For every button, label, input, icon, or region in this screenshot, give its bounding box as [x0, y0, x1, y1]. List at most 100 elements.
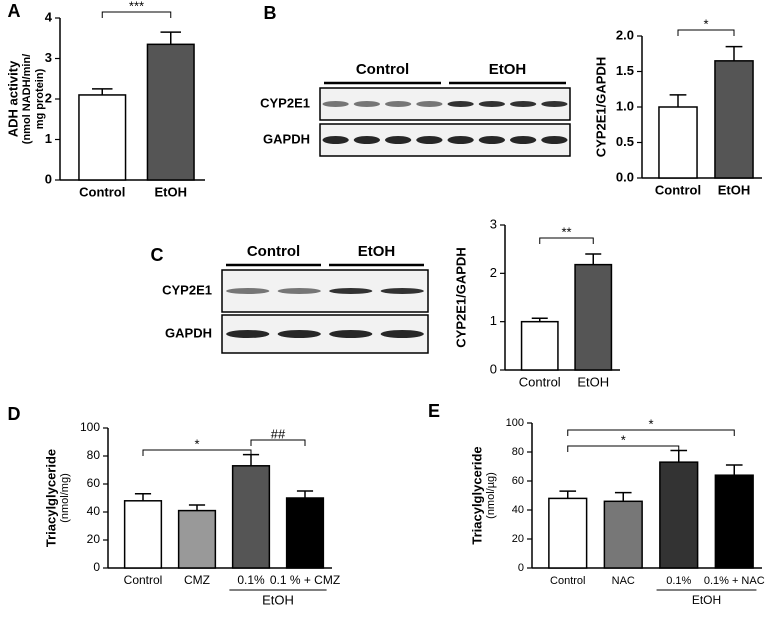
y-axis-label: ADH activity: [5, 60, 20, 137]
significance-label: ***: [129, 0, 144, 13]
blot-band: [380, 288, 424, 294]
y-tick-label: 0: [490, 361, 497, 376]
panel-letter: A: [8, 1, 21, 21]
y-tick-label: 0: [518, 562, 524, 574]
blot-group-label: EtOH: [489, 61, 527, 78]
panel-letter: C: [151, 245, 164, 265]
y-tick-label: 3: [45, 50, 52, 65]
y-tick-label: 2: [45, 90, 52, 105]
significance-label: *: [621, 432, 626, 447]
blot-band: [510, 136, 537, 144]
blot-band: [353, 101, 380, 107]
significance-label: *: [703, 16, 708, 31]
blot-band: [322, 101, 349, 107]
significance-label: ##: [271, 426, 286, 441]
group-label: EtOH: [692, 593, 721, 607]
blot-band: [416, 101, 443, 107]
x-tick-label: 0.1%: [666, 575, 691, 587]
blot-band: [277, 288, 321, 294]
y-tick-label: 0: [45, 171, 52, 186]
y-tick-label: 100: [506, 417, 524, 429]
blot-band: [385, 101, 412, 107]
blot-row-label: CYP2E1: [260, 95, 310, 110]
blot-band: [353, 136, 380, 144]
x-tick-label: NAC: [612, 575, 635, 587]
x-tick-label: Control: [79, 184, 125, 199]
y-axis-label: mg protein): [34, 68, 46, 129]
y-tick-label: 3: [490, 216, 497, 231]
y-tick-label: 20: [512, 533, 524, 545]
y-axis-label: Triacylglyceride: [43, 449, 58, 547]
y-axis-label: CYP2E1/GAPDH: [453, 247, 468, 347]
y-tick-label: 4: [45, 9, 53, 24]
significance-bracket: [567, 429, 735, 436]
blot-group-label: Control: [356, 61, 409, 78]
bar: [548, 497, 588, 569]
blot-band: [380, 330, 424, 338]
y-tick-label: 0.5: [616, 134, 634, 149]
blot-row-label: GAPDH: [263, 131, 310, 146]
x-tick-label: EtOH: [155, 184, 188, 199]
blot-row-label: CYP2E1: [162, 282, 212, 297]
y-tick-label: 40: [87, 504, 101, 518]
blot-band: [416, 136, 443, 144]
bar: [146, 43, 195, 181]
y-tick-label: 0.0: [616, 169, 634, 184]
blot-band: [478, 136, 505, 144]
y-axis-label: CYP2E1/GAPDH: [593, 57, 608, 157]
blot-band: [447, 136, 474, 144]
significance-bracket: [101, 11, 172, 18]
y-tick-label: 1.0: [616, 98, 634, 113]
x-tick-label: Control: [124, 573, 163, 587]
bar: [177, 509, 217, 569]
significance-bracket: [677, 29, 735, 36]
y-axis-label: (nmol/mg): [59, 473, 71, 523]
x-tick-label: Control: [519, 374, 561, 389]
bar: [285, 497, 325, 569]
y-tick-label: 1: [490, 313, 497, 328]
x-tick-label: 0.1%: [237, 573, 265, 587]
significance-bracket: [567, 445, 680, 452]
blot-band: [329, 288, 373, 294]
y-tick-label: 40: [512, 504, 524, 516]
y-tick-label: 20: [87, 532, 101, 546]
panel-letter: E: [428, 401, 440, 421]
panel-letter: B: [264, 3, 277, 23]
x-tick-label: Control: [550, 575, 585, 587]
blot-group-label: Control: [247, 243, 300, 260]
x-tick-label: Control: [655, 182, 701, 197]
significance-bracket: [250, 439, 306, 446]
group-label: EtOH: [262, 592, 294, 607]
blot-band: [478, 101, 505, 107]
blot-band: [322, 136, 349, 144]
bar: [231, 465, 271, 569]
blot-band: [385, 136, 412, 144]
blot-band: [277, 330, 321, 338]
x-tick-label: EtOH: [718, 182, 751, 197]
blot-band: [510, 101, 537, 107]
panel-letter: D: [8, 404, 21, 424]
bar: [603, 500, 643, 569]
y-axis-label: Triacylglyceride: [469, 446, 484, 544]
blot-band: [226, 330, 270, 338]
y-tick-label: 1.5: [616, 63, 634, 78]
bar: [123, 500, 163, 569]
y-tick-label: 80: [512, 446, 524, 458]
y-tick-label: 60: [87, 476, 101, 490]
bar: [520, 320, 559, 371]
significance-label: *: [194, 436, 199, 451]
bar: [714, 60, 754, 179]
blot-band: [541, 101, 568, 107]
bar: [659, 461, 699, 569]
blot-row-label: GAPDH: [165, 325, 212, 340]
y-tick-label: 0: [93, 560, 100, 574]
y-tick-label: 2.0: [616, 27, 634, 42]
x-tick-label: 0.1 % + CMZ: [270, 573, 340, 587]
bar: [78, 94, 127, 181]
bar: [574, 263, 613, 371]
blot-group-label: EtOH: [358, 243, 396, 260]
bar: [658, 106, 698, 179]
significance-bracket: [142, 449, 252, 456]
y-tick-label: 80: [87, 448, 101, 462]
